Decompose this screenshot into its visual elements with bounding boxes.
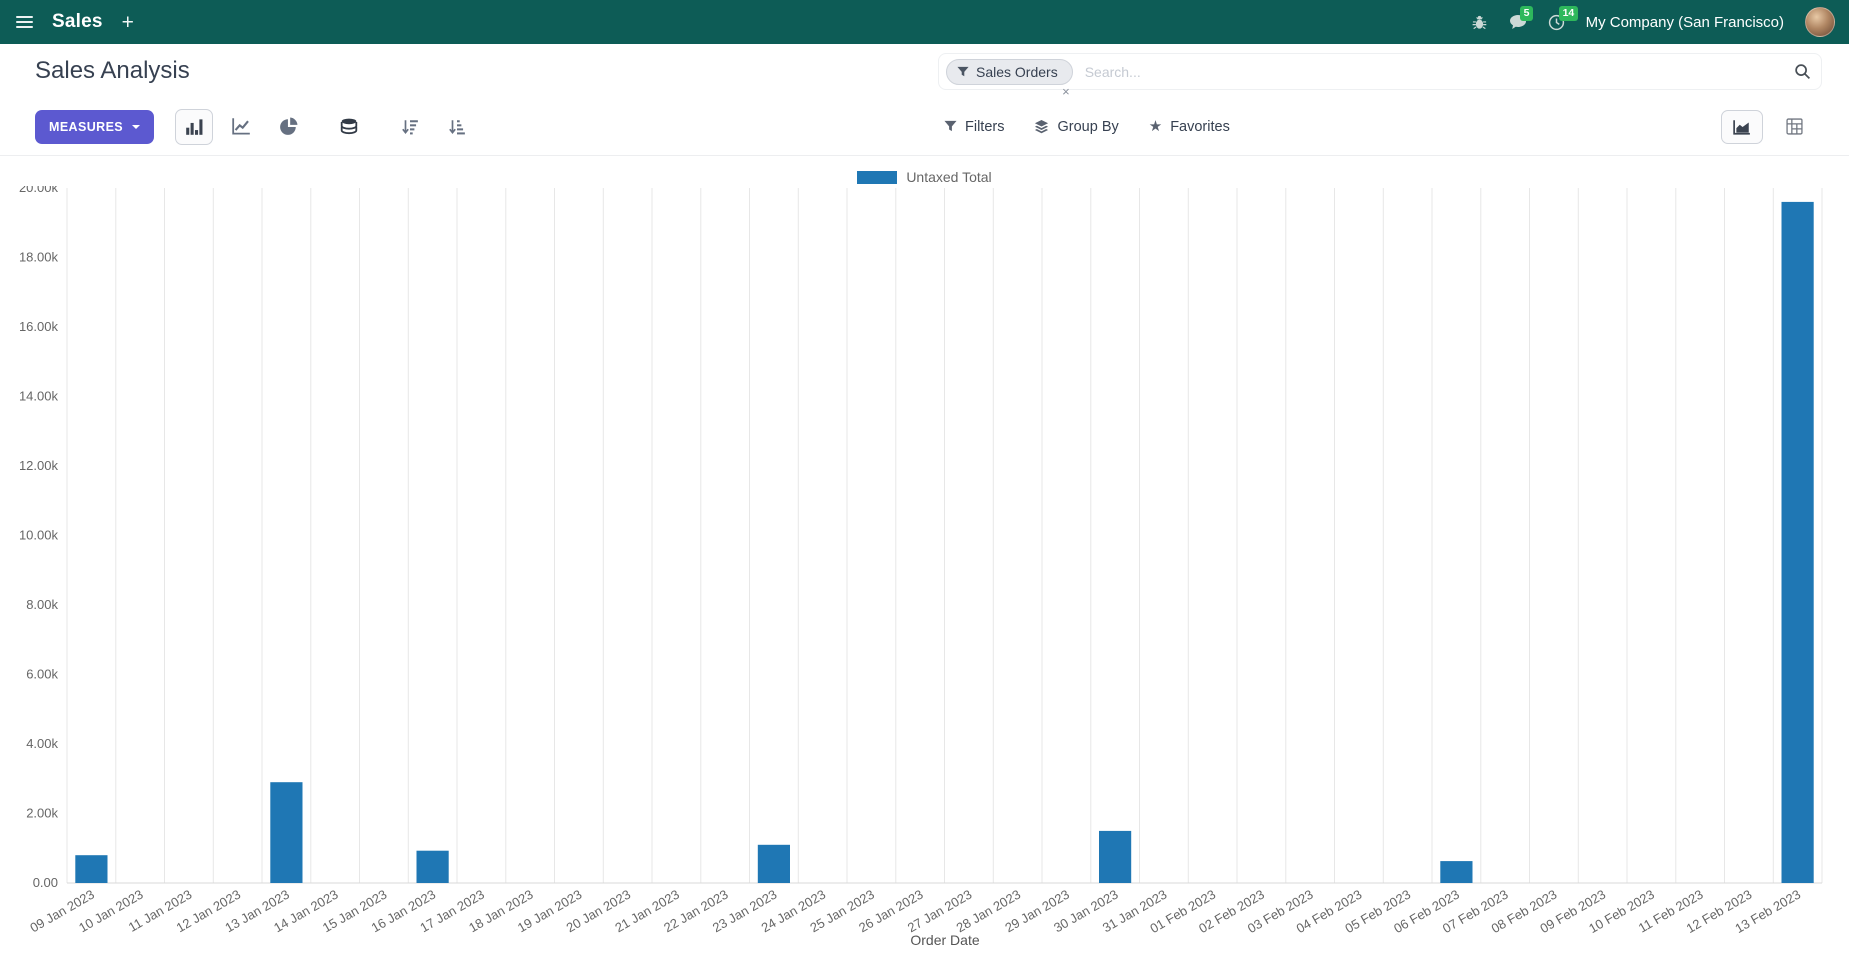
favorites-label: Favorites — [1170, 118, 1230, 135]
y-tick-label: 0.00 — [33, 875, 58, 890]
y-tick-label: 18.00k — [19, 250, 59, 265]
y-tick-label: 8.00k — [26, 597, 58, 612]
group-by-layers-icon — [1034, 119, 1049, 134]
pivot-view-switcher[interactable] — [1773, 110, 1815, 144]
navbar-left: Sales + — [16, 11, 134, 33]
search-facet-wrap: Sales Orders × — [946, 58, 1073, 98]
y-tick-label: 6.00k — [26, 667, 58, 682]
sales-analysis-bar-chart[interactable]: 0.00 2.00k 4.00k 6.00k 8.00k 10.00k 12.00k 14.0… — [0, 186, 1849, 954]
group-by-button[interactable]: Group By — [1034, 118, 1119, 135]
navbar-systray: 5 14 My Company (San Francisco) — [1471, 5, 1835, 37]
search-facet-label: Sales Orders — [976, 63, 1058, 80]
control-panel-toolbar: MEASURES — [0, 98, 1849, 156]
pivot-icon — [1785, 118, 1803, 135]
bar[interactable] — [1099, 830, 1132, 883]
apps-menu-icon[interactable] — [16, 16, 33, 28]
y-tick-label: 12.00k — [19, 458, 59, 473]
app-name-sales[interactable]: Sales — [52, 11, 103, 32]
messages-badge: 5 — [1519, 6, 1534, 22]
sort-descending-button[interactable] — [391, 109, 429, 145]
bar[interactable] — [75, 855, 108, 883]
activities-button[interactable]: 14 — [1548, 5, 1579, 31]
chevron-down-icon — [132, 124, 141, 129]
filter-icon — [944, 120, 957, 133]
bar[interactable] — [757, 844, 790, 883]
y-tick-label: 20.00k — [19, 186, 59, 195]
measures-label: MEASURES — [49, 119, 124, 134]
messages-button[interactable]: 5 — [1509, 6, 1534, 30]
stacked-icon — [340, 118, 358, 134]
filters-button[interactable]: Filters — [944, 119, 1004, 135]
debug-bug-icon[interactable] — [1471, 14, 1488, 31]
line-chart-mode-button[interactable] — [222, 109, 260, 145]
chart-legend[interactable]: Untaxed Total — [0, 168, 1849, 186]
company-switcher[interactable]: My Company (San Francisco) — [1585, 13, 1784, 31]
y-tick-label: 10.00k — [19, 528, 59, 543]
sort-asc-icon — [449, 119, 465, 134]
graph-view-switcher[interactable] — [1721, 109, 1763, 144]
pie-chart-icon — [279, 117, 297, 135]
bar[interactable] — [270, 782, 303, 883]
graph-view: Untaxed Total 0.00 2.00k 4.00k 6.00k 8.00k 10… — [0, 156, 1849, 954]
area-chart-icon — [1733, 119, 1750, 135]
bug-icon — [1472, 15, 1486, 29]
page-title: Sales Analysis — [35, 57, 190, 84]
facet-remove-button[interactable]: × — [1062, 83, 1070, 99]
bar[interactable] — [1781, 201, 1814, 883]
control-panel-top: Sales Analysis Sales Orders × — [0, 44, 1849, 98]
bar-chart-icon — [185, 119, 203, 135]
legend-label: Untaxed Total — [906, 169, 992, 185]
bar-chart-mode-button[interactable] — [175, 108, 214, 145]
group-by-label: Group By — [1057, 118, 1119, 135]
user-avatar[interactable] — [1805, 7, 1835, 37]
stacked-toggle-button[interactable] — [330, 109, 368, 145]
favorites-button[interactable]: ★ Favorites — [1149, 119, 1230, 135]
y-tick-label: 14.00k — [19, 389, 59, 404]
search-bar[interactable]: Sales Orders × — [938, 53, 1822, 98]
y-tick-label: 16.00k — [19, 319, 59, 334]
search-options: Filters Group By ★ Favorites — [944, 98, 1230, 155]
search-input[interactable] — [1082, 62, 1794, 81]
search-icon — [1795, 64, 1811, 80]
star-icon: ★ — [1148, 118, 1163, 135]
view-switchers — [1721, 98, 1815, 155]
sort-ascending-button[interactable] — [438, 109, 476, 145]
line-chart-icon — [231, 118, 250, 135]
chart-tools — [175, 108, 476, 145]
bar[interactable] — [416, 850, 449, 883]
sort-desc-icon — [402, 119, 418, 134]
filters-label: Filters — [965, 118, 1005, 135]
x-axis-title: Order Date — [910, 932, 979, 948]
filter-funnel-icon — [957, 66, 969, 76]
measures-dropdown-button[interactable]: MEASURES — [35, 109, 155, 144]
activities-badge: 14 — [1558, 5, 1579, 21]
legend-color-swatch — [857, 170, 898, 184]
y-tick-label: 2.00k — [26, 806, 58, 821]
top-navbar: Sales + 5 14 My Company (San Francisco) — [0, 0, 1849, 44]
plus-icon[interactable]: + — [121, 10, 134, 34]
y-tick-label: 4.00k — [26, 736, 58, 751]
pie-chart-mode-button[interactable] — [269, 109, 307, 145]
clock-icon — [1548, 14, 1564, 30]
bar[interactable] — [1440, 861, 1473, 883]
search-magnifier-button[interactable] — [1794, 63, 1811, 80]
search-facet-sales-orders[interactable]: Sales Orders — [946, 58, 1073, 85]
